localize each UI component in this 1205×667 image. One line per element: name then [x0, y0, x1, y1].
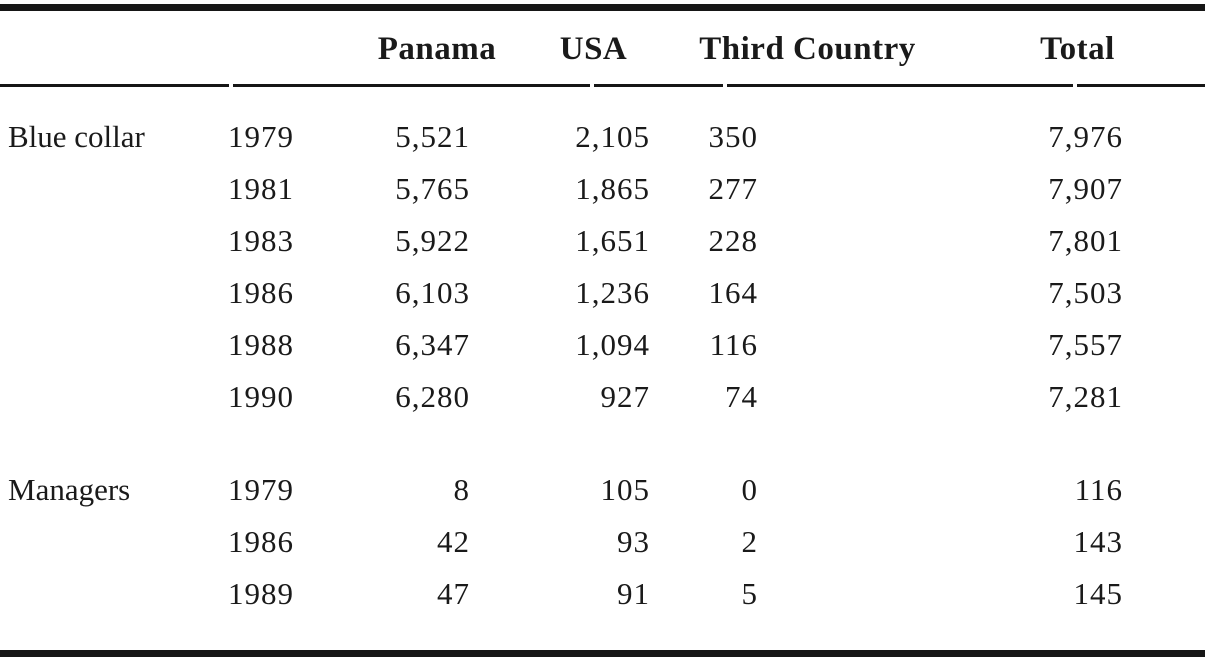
cell-third-country: 0: [741, 472, 758, 507]
row-year: 1979: [228, 472, 294, 507]
table-row: 1988 6,347 1,094 116 7,557: [0, 319, 1205, 371]
cell-usa: 2,105: [575, 119, 650, 154]
cell-third-country: 277: [708, 171, 758, 206]
row-category-label: [0, 371, 222, 423]
table-body: Blue collar 1979 5,521 2,105 350 7,976 1…: [0, 84, 1205, 620]
table-row: 1989 47 91 5 145: [0, 568, 1205, 620]
cell-usa: 1,865: [575, 171, 650, 206]
header-usa: USA: [559, 30, 628, 67]
cell-usa: 105: [600, 472, 650, 507]
header-rule-segment: [594, 84, 723, 87]
cell-panama: 6,347: [395, 327, 470, 362]
row-year: 1986: [228, 275, 294, 310]
row-year: 1983: [228, 223, 294, 258]
cell-panama: 42: [437, 524, 470, 559]
cell-third-country: 2: [741, 524, 758, 559]
cell-usa: 93: [617, 524, 650, 559]
row-category-label: [0, 516, 222, 568]
cell-usa: 927: [600, 379, 650, 414]
header-category-blank: [0, 14, 222, 84]
table-row: Managers 1979 8 105 0 116: [0, 464, 1205, 516]
cell-third-country: 228: [708, 223, 758, 258]
cell-usa: 1,236: [575, 275, 650, 310]
header-rule-segment: [727, 84, 1073, 87]
cell-total: 143: [1073, 524, 1123, 559]
cell-third-country: 5: [741, 576, 758, 611]
cell-third-country: 116: [709, 327, 758, 362]
cell-third-country: 350: [708, 119, 758, 154]
row-year: 1988: [228, 327, 294, 362]
row-category-label: [0, 163, 222, 215]
row-category-label: [0, 267, 222, 319]
cell-total: 145: [1073, 576, 1123, 611]
row-year: 1989: [228, 576, 294, 611]
row-year: 1979: [228, 119, 294, 154]
cell-total: 7,976: [1048, 119, 1123, 154]
cell-panama: 5,922: [395, 223, 470, 258]
table-row: 1986 6,103 1,236 164 7,503: [0, 267, 1205, 319]
table-header: Panama USA Third Country Total: [0, 14, 1205, 84]
row-category-label: [0, 215, 222, 267]
cell-total: 7,907: [1048, 171, 1123, 206]
section-gap: [0, 423, 1205, 464]
cell-panama: 8: [453, 472, 470, 507]
header-rule-segment: [0, 84, 229, 87]
header-rule-segment: [233, 84, 590, 87]
row-year: 1981: [228, 171, 294, 206]
cell-usa: 1,651: [575, 223, 650, 258]
header-gap: [0, 84, 1205, 111]
cell-panama: 47: [437, 576, 470, 611]
header-rule-segment: [1077, 84, 1205, 87]
cell-usa: 1,094: [575, 327, 650, 362]
table-row: 1990 6,280 927 74 7,281: [0, 371, 1205, 423]
cell-panama: 6,280: [395, 379, 470, 414]
cell-total: 116: [1074, 472, 1123, 507]
header-row: Panama USA Third Country Total: [0, 14, 1205, 84]
row-category-label: [0, 568, 222, 620]
row-year: 1990: [228, 379, 294, 414]
cell-total: 7,557: [1048, 327, 1123, 362]
workforce-table: Panama USA Third Country Total Blue coll…: [0, 14, 1205, 620]
table-row: 1983 5,922 1,651 228 7,801: [0, 215, 1205, 267]
row-year: 1986: [228, 524, 294, 559]
cell-panama: 5,765: [395, 171, 470, 206]
table-row: 1981 5,765 1,865 277 7,907: [0, 163, 1205, 215]
header-rule: [0, 84, 1205, 87]
row-category-label: Blue collar: [8, 119, 145, 154]
table-row: 1986 42 93 2 143: [0, 516, 1205, 568]
header-total: Total: [1040, 30, 1115, 67]
cell-panama: 5,521: [395, 119, 470, 154]
table-row: Blue collar 1979 5,521 2,105 350 7,976: [0, 111, 1205, 163]
top-rule: [0, 4, 1205, 11]
cell-total: 7,503: [1048, 275, 1123, 310]
cell-third-country: 74: [725, 379, 758, 414]
row-category-label: Managers: [8, 472, 131, 507]
bottom-rule: [0, 650, 1205, 657]
row-category-label: [0, 319, 222, 371]
header-panama: Panama: [377, 30, 497, 67]
cell-usa: 91: [617, 576, 650, 611]
header-third-country: Third Country: [699, 30, 916, 67]
cell-panama: 6,103: [395, 275, 470, 310]
header-year-blank: [222, 14, 352, 84]
cell-total: 7,801: [1048, 223, 1123, 258]
cell-total: 7,281: [1048, 379, 1123, 414]
cell-third-country: 164: [708, 275, 758, 310]
